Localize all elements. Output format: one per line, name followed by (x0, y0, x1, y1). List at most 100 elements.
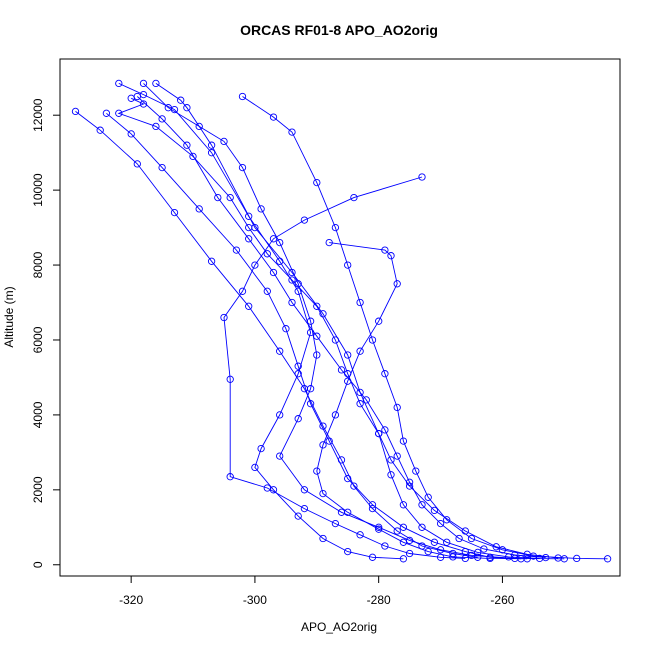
x-axis: -320 -300 -280 -260 (119, 576, 515, 607)
data-point (245, 302, 253, 310)
data-point (325, 238, 333, 247)
data-point (207, 141, 216, 149)
data-point (560, 555, 568, 563)
data-point (412, 467, 420, 475)
data-point (226, 193, 234, 202)
data-point (331, 223, 340, 232)
data-point (381, 246, 389, 254)
x-axis-label: APO_AO2orig (301, 620, 377, 634)
data-point (238, 163, 247, 172)
data-point (207, 149, 216, 157)
data-point (350, 193, 358, 202)
data-point (306, 385, 315, 393)
data-point (486, 554, 494, 563)
data-point (344, 261, 352, 269)
series-line-10 (316, 242, 528, 560)
data-point (387, 252, 395, 260)
series-line-3 (143, 83, 565, 560)
x-tick-label: -260 (490, 593, 514, 607)
data-point (257, 444, 265, 453)
data-point (207, 257, 216, 265)
data-point (356, 298, 364, 307)
data-point (263, 287, 271, 295)
data-point (170, 105, 179, 114)
data-point (337, 366, 346, 374)
data-point (245, 212, 253, 220)
y-tick-label: 0 (31, 561, 45, 568)
chart-title: ORCAS RF01-8 APO_AO2orig (240, 22, 438, 38)
y-tick-label: 2000 (31, 476, 45, 503)
data-point (350, 482, 358, 490)
data-point (282, 325, 290, 333)
y-tick-label: 6000 (31, 326, 45, 353)
data-point (405, 549, 414, 558)
y-tick-label: 4000 (31, 401, 45, 428)
y-tick-label: 12000 (31, 98, 45, 132)
data-point (480, 545, 488, 553)
data-point (288, 298, 296, 307)
data-point (393, 527, 401, 535)
data-point (238, 92, 247, 101)
data-point (313, 467, 321, 475)
data-point (356, 531, 364, 539)
data-point (294, 362, 302, 370)
data-point (474, 548, 482, 557)
data-point (344, 547, 352, 556)
series-line-6 (118, 82, 404, 560)
data-point (418, 173, 426, 181)
data-point (387, 471, 395, 479)
data-point (251, 463, 259, 472)
data-point (424, 493, 432, 501)
data-point (245, 235, 253, 243)
data-point (226, 375, 234, 383)
data-point (418, 523, 426, 531)
data-point (325, 437, 333, 445)
plot-frame (59, 58, 621, 577)
data-point (183, 104, 191, 112)
data-point (375, 317, 383, 325)
data-point (393, 403, 401, 412)
data-point (319, 310, 327, 318)
data-point (195, 205, 203, 213)
data-point (177, 96, 185, 104)
data-point (306, 400, 315, 408)
data-point (276, 238, 284, 247)
data-point (362, 396, 370, 404)
data-point (152, 79, 160, 88)
data-point (71, 107, 80, 116)
data-point (344, 377, 352, 385)
data-point (294, 287, 302, 295)
data-point (139, 79, 148, 88)
data-point (300, 216, 309, 224)
data-point (115, 79, 123, 88)
data-point (133, 160, 141, 168)
data-point (399, 538, 408, 546)
data-point (603, 555, 612, 563)
data-point (288, 268, 296, 277)
data-point (393, 280, 401, 288)
data-point (115, 109, 123, 117)
data-point (251, 223, 259, 232)
data-point (387, 456, 395, 464)
data-point (127, 130, 135, 138)
data-point (183, 141, 191, 149)
data-point (399, 501, 408, 509)
data-point (189, 152, 197, 161)
data-point (195, 122, 203, 131)
data-point (220, 137, 228, 146)
data-point (399, 555, 408, 563)
data-point (375, 429, 383, 438)
data-point (418, 501, 426, 509)
series-line-5 (223, 176, 466, 559)
data-point (542, 553, 550, 562)
data-point (226, 473, 234, 481)
data-point (436, 546, 445, 554)
data-point (436, 519, 445, 528)
data-point (269, 235, 278, 243)
series-line-2 (75, 111, 478, 558)
data-point (399, 523, 408, 531)
data-point (269, 486, 278, 494)
series-line-9 (136, 96, 546, 559)
data-point (313, 302, 321, 310)
